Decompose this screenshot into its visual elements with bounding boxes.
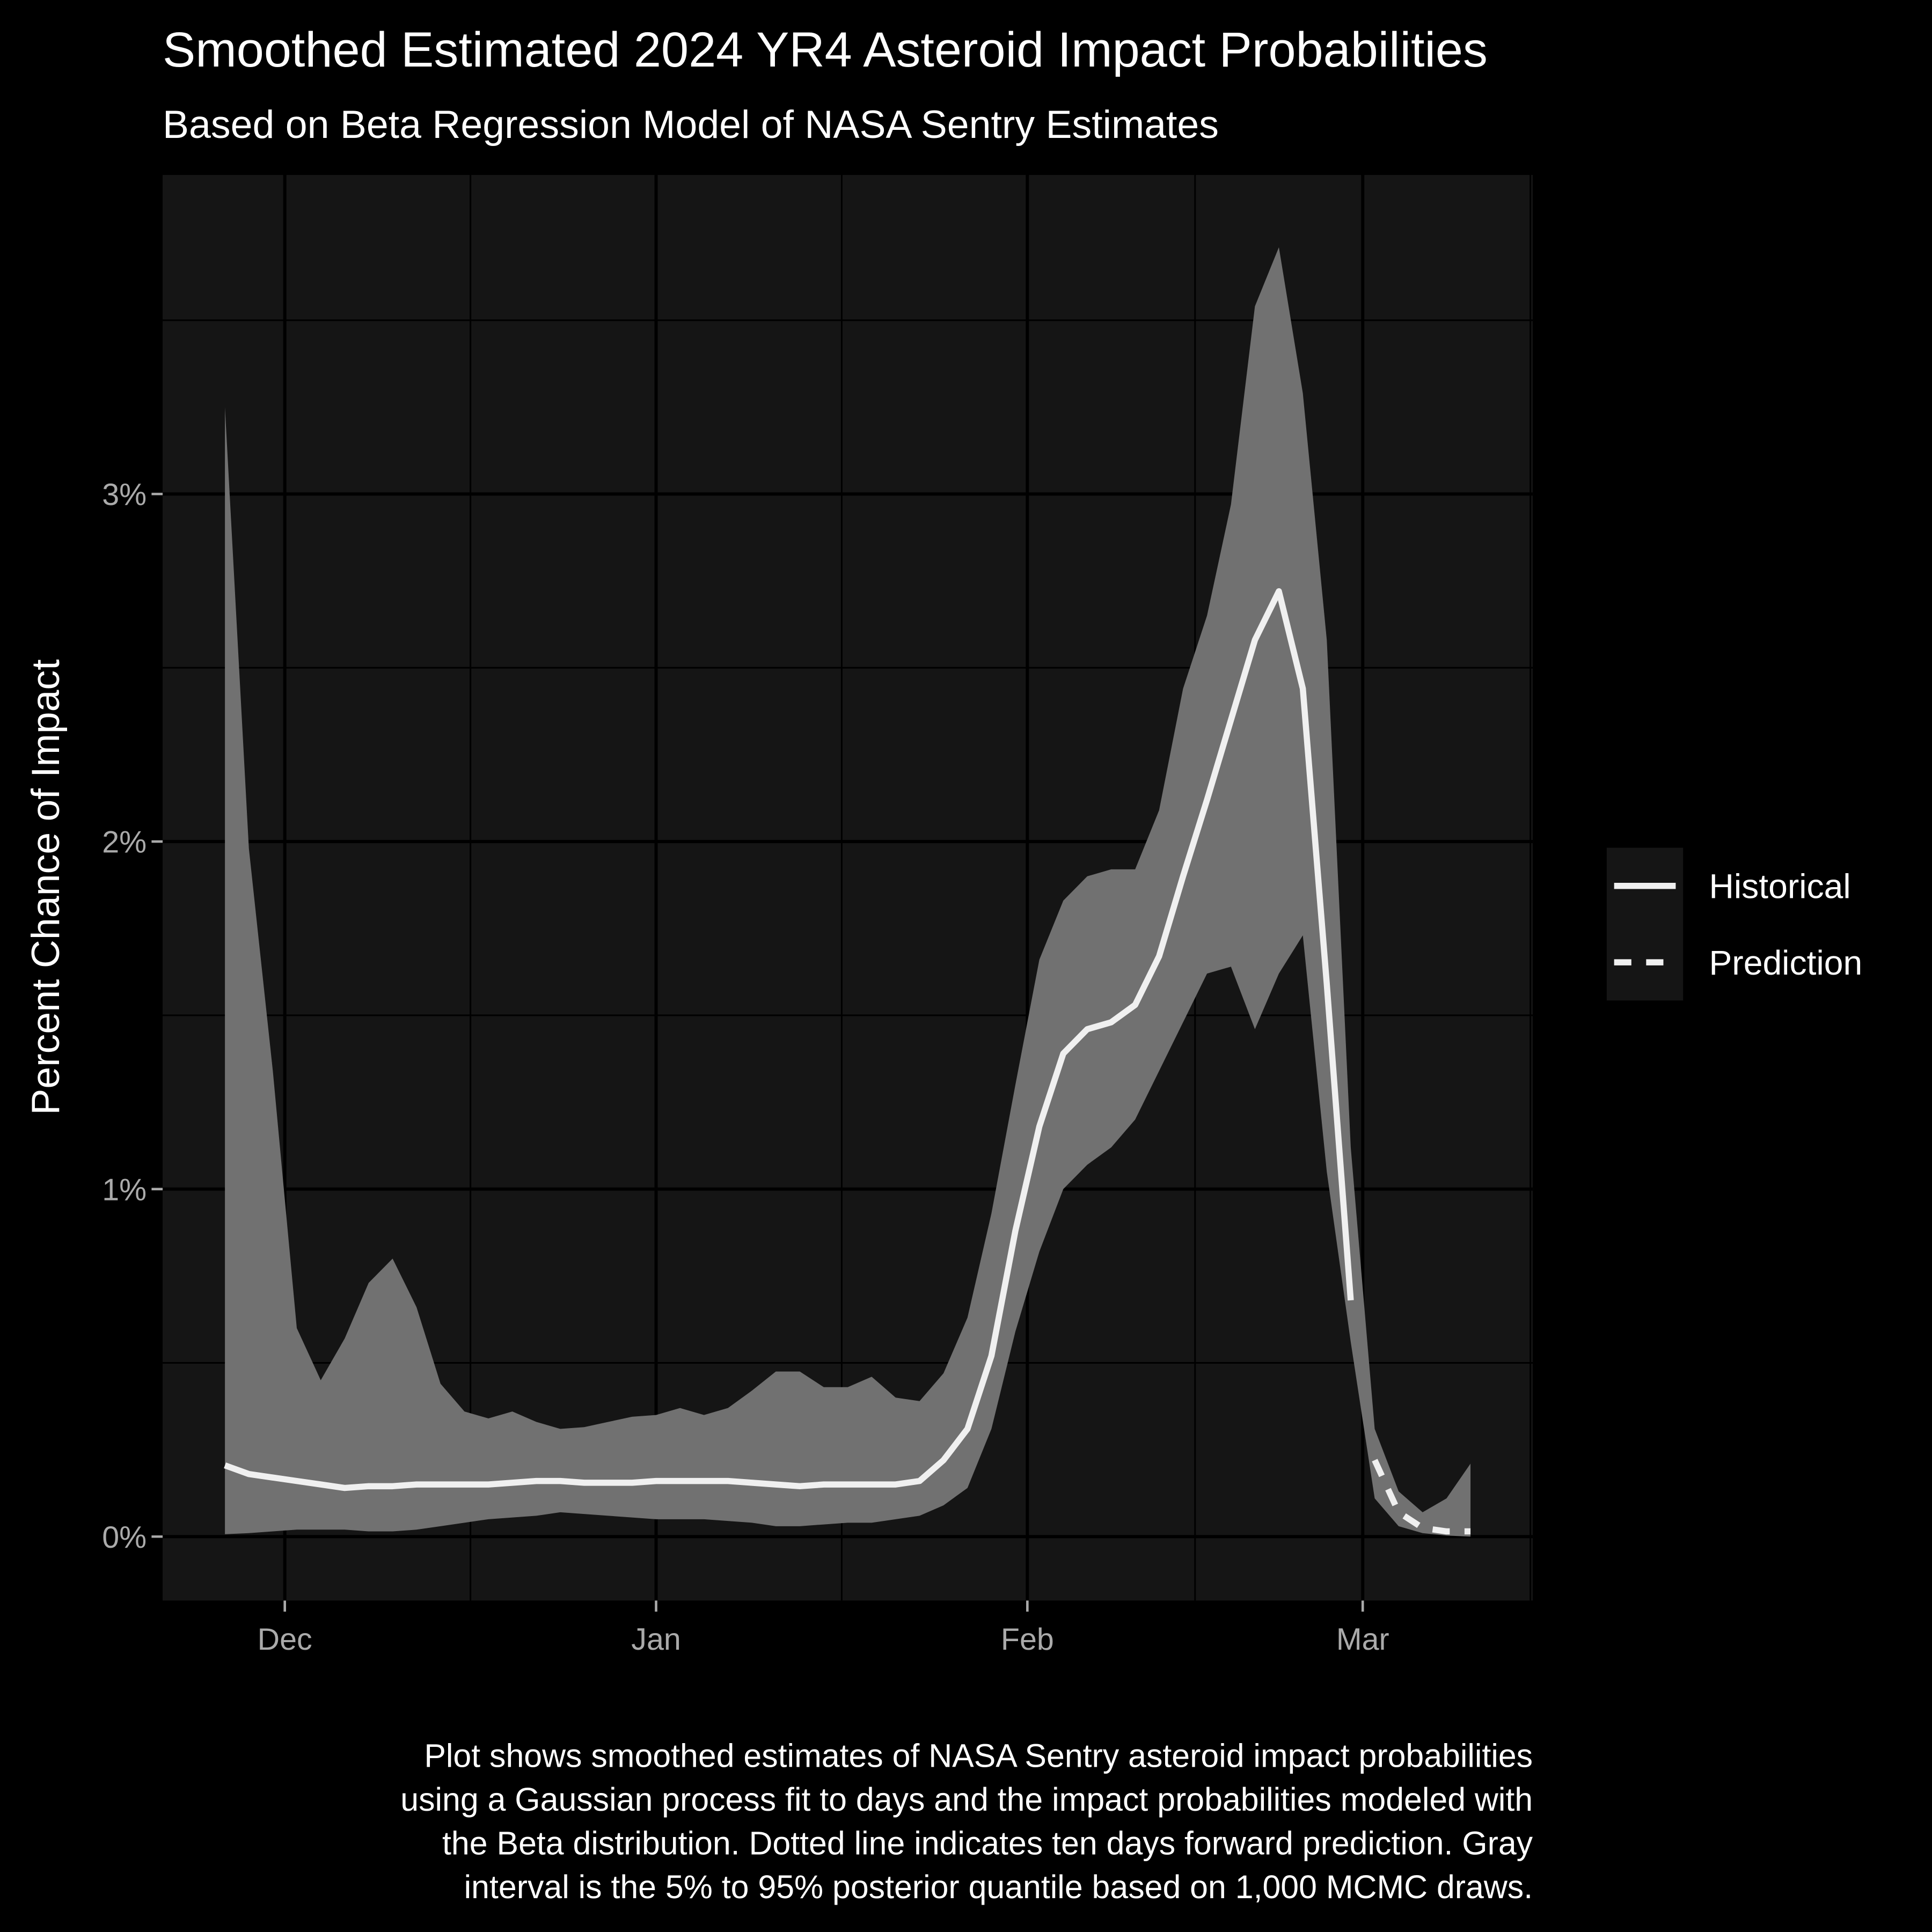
chart-title: Smoothed Estimated 2024 YR4 Asteroid Imp… <box>163 23 1488 77</box>
chart-subtitle: Based on Beta Regression Model of NASA S… <box>163 102 1219 147</box>
x-tick-label: Feb <box>1001 1622 1054 1657</box>
y-tick-label: 3% <box>102 478 147 512</box>
caption-line: the Beta distribution. Dotted line indic… <box>442 1825 1533 1861</box>
x-tick-label: Jan <box>631 1622 681 1657</box>
legend-label: Historical <box>1709 867 1850 906</box>
data-line <box>1372 1459 1471 1535</box>
data-line <box>224 588 1354 1491</box>
legend-label: Prediction <box>1709 943 1862 982</box>
x-tick-label: Dec <box>258 1622 312 1657</box>
interval-band <box>225 247 1471 1537</box>
y-tick-label: 1% <box>102 1173 147 1207</box>
legend-key-background <box>1606 847 1684 1001</box>
y-axis-label: Percent Chance of Impact <box>23 659 68 1115</box>
y-tick-label: 2% <box>102 825 147 860</box>
caption-line: interval is the 5% to 95% posterior quan… <box>464 1869 1533 1905</box>
y-tick-label: 0% <box>102 1520 147 1555</box>
x-tick-label: Mar <box>1336 1622 1389 1657</box>
caption-line: Plot shows smoothed estimates of NASA Se… <box>424 1737 1533 1774</box>
caption-line: using a Gaussian process fit to days and… <box>400 1781 1533 1818</box>
